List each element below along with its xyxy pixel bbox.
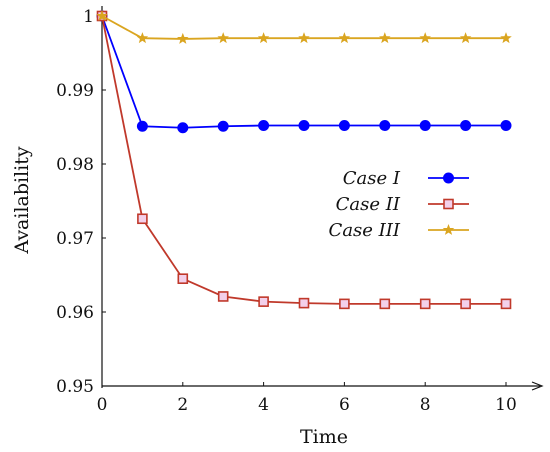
legend-label-case-ii: Case II — [336, 194, 401, 215]
data-point-case-ii — [217, 291, 229, 302]
y-tick-label: 0.95 — [56, 377, 94, 397]
data-point-case-iii — [459, 32, 472, 44]
data-point-case-ii — [419, 298, 431, 310]
legend-marker-case-i — [443, 172, 454, 184]
x-tick-label: 2 — [177, 395, 188, 415]
y-tick-label: 0.97 — [56, 229, 94, 249]
y-tick-label: 0.96 — [56, 303, 94, 323]
data-point-case-i — [460, 120, 472, 132]
series-case-i — [96, 10, 512, 134]
data-point-case-i — [500, 120, 512, 132]
data-point-case-ii — [500, 298, 512, 310]
x-axis-arrow — [531, 381, 544, 391]
x-axis-label: Time — [300, 426, 348, 448]
data-point-case-i — [177, 122, 189, 134]
y-axis-label: Availability — [11, 146, 33, 255]
y-tick-label: 1 — [83, 7, 94, 27]
x-tick-label: 4 — [258, 395, 269, 415]
data-point-case-i — [258, 120, 270, 132]
data-point-case-iii — [96, 9, 108, 21]
data-point-case-i — [217, 120, 229, 132]
data-point-case-iii — [257, 32, 270, 44]
data-point-case-i — [338, 120, 350, 132]
data-point-case-iii — [177, 32, 189, 44]
y-tick-label: 0.99 — [56, 81, 94, 101]
data-point-case-i — [136, 120, 148, 132]
series-group — [96, 9, 512, 310]
data-point-case-ii — [460, 298, 471, 310]
ticks: 0 2 4 6 8 10 0.95 0.96 0.97 0.98 0.99 1 — [56, 7, 517, 415]
series-line-case-ii — [101, 15, 506, 305]
x-tick-label: 0 — [97, 395, 108, 415]
data-point-case-iii — [298, 32, 310, 44]
data-point-case-ii — [379, 298, 391, 310]
x-tick-label: 6 — [339, 395, 350, 415]
data-point-case-i — [379, 120, 391, 132]
series-case-iii — [96, 9, 512, 44]
legend: Case I Case II Case III — [329, 168, 469, 241]
data-point-case-iii — [338, 32, 351, 44]
legend-marker-case-iii — [442, 223, 455, 235]
legend-label-case-i: Case I — [343, 168, 401, 189]
y-tick-label: 0.98 — [56, 155, 94, 175]
data-point-case-i — [298, 120, 310, 132]
legend-label-case-iii: Case III — [329, 220, 401, 241]
data-point-case-ii — [298, 297, 310, 309]
data-point-case-ii — [258, 296, 269, 307]
series-case-ii — [96, 10, 512, 310]
data-point-case-iii — [217, 32, 229, 44]
data-point-case-i — [419, 120, 431, 132]
data-point-case-iii — [500, 32, 512, 44]
legend-marker-case-ii — [443, 198, 454, 210]
data-point-case-ii — [177, 273, 189, 285]
axes — [101, 6, 544, 391]
data-point-case-iii — [379, 32, 391, 44]
x-tick-label: 8 — [420, 395, 431, 415]
data-point-case-iii — [136, 32, 149, 44]
x-tick-label: 10 — [495, 395, 517, 415]
data-point-case-ii — [339, 298, 350, 310]
data-point-case-ii — [137, 213, 148, 225]
data-point-case-iii — [419, 32, 431, 44]
